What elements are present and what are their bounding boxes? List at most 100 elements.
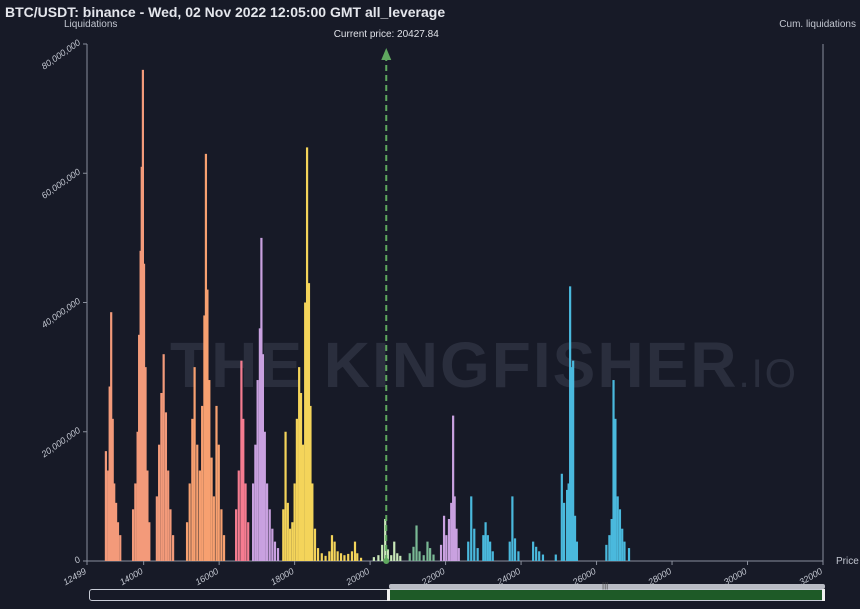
- current-price-marker: [383, 558, 390, 564]
- liquidation-bar: [204, 153, 208, 562]
- liquidation-bar: [256, 380, 259, 561]
- liquidation-bar: [144, 367, 147, 562]
- liquidation-bar: [450, 502, 453, 561]
- liquidation-bar: [273, 541, 277, 561]
- liquidation-bar: [139, 250, 142, 562]
- liquidation-bar: [158, 444, 161, 561]
- liquidation-bar: [350, 551, 354, 561]
- navigator-handle-right[interactable]: [822, 589, 825, 601]
- liquidation-bar: [612, 380, 615, 561]
- liquidation-bar: [271, 528, 274, 561]
- liquidation-bar: [343, 555, 346, 561]
- liquidation-bar: [339, 553, 343, 561]
- liquidation-bar: [265, 483, 269, 561]
- liquidation-bar: [381, 544, 384, 561]
- y-tick-label: 0: [72, 554, 82, 565]
- liquidation-bar: [418, 551, 421, 561]
- liquidation-bar: [328, 551, 331, 561]
- liquidation-bar: [309, 405, 312, 561]
- liquidation-bar: [517, 551, 520, 561]
- liquidation-bar: [566, 489, 569, 561]
- liquidation-bar: [293, 483, 296, 561]
- liquidation-bar: [415, 525, 418, 561]
- liquidation-bar: [426, 541, 429, 561]
- liquidation-bar: [377, 555, 380, 561]
- liquidation-bar: [347, 553, 350, 561]
- chart-title: BTC/USDT: binance - Wed, 02 Nov 2022 12:…: [5, 4, 446, 20]
- liquidation-bar: [191, 418, 194, 561]
- liquidation-bar: [268, 509, 271, 561]
- liquidation-bar: [212, 496, 215, 562]
- liquidation-bar: [258, 328, 261, 561]
- liquidation-bar: [616, 496, 619, 562]
- liquidation-bar: [570, 367, 573, 562]
- liquidation-bar: [608, 535, 611, 561]
- liquidation-bar: [138, 334, 141, 561]
- liquidation-bar: [532, 541, 535, 561]
- navigator-window[interactable]: [389, 589, 825, 601]
- x-tick-label: 14000: [118, 566, 145, 587]
- liquidation-bar: [136, 431, 139, 561]
- liquidation-bar: [288, 528, 292, 561]
- liquidation-bar: [445, 535, 448, 561]
- liquidation-bar: [108, 386, 111, 561]
- liquidation-bar: [104, 451, 108, 561]
- navigator-handle-left[interactable]: [387, 589, 390, 601]
- liquidation-bar: [217, 444, 220, 561]
- liquidation-bar: [330, 535, 334, 561]
- liquidation-bar: [242, 418, 245, 561]
- liquidation-bar: [384, 518, 387, 561]
- liquidation-bar: [316, 548, 320, 561]
- liquidation-bar: [473, 528, 476, 561]
- liquidation-bar: [569, 286, 572, 561]
- liquidation-bar: [572, 360, 575, 561]
- x-tick-label: 20000: [344, 566, 372, 588]
- liquidation-bar: [111, 418, 114, 561]
- liquidation-bar: [254, 444, 257, 561]
- liquidation-bar: [311, 483, 314, 561]
- liquidation-bar: [235, 509, 238, 561]
- liquidation-bar: [142, 263, 146, 561]
- liquidation-bar: [276, 548, 280, 561]
- navigator-grip[interactable]: |||: [602, 581, 609, 590]
- current-price-label: Current price: 20427.84: [334, 29, 440, 40]
- liquidation-bar: [140, 166, 143, 562]
- liquidation-bar: [614, 418, 617, 561]
- liquidation-bar: [146, 470, 149, 561]
- navigator-scrollbar[interactable]: [389, 584, 825, 589]
- liquidation-bar: [261, 354, 265, 561]
- liquidation-bar: [282, 509, 285, 561]
- x-axis-title: Price: [836, 556, 859, 567]
- y2-axis-title: Cum. liquidations: [779, 19, 856, 30]
- liquidation-bar: [467, 541, 470, 561]
- liquidation-bar: [260, 237, 263, 562]
- liquidation-bar: [169, 509, 172, 561]
- liquidation-bar: [286, 502, 289, 561]
- liquidation-bar: [313, 528, 317, 561]
- liquidation-bar: [393, 541, 396, 561]
- liquidation-bar: [193, 367, 196, 562]
- liquidation-bar: [307, 283, 311, 561]
- x-tick-label: 18000: [269, 566, 296, 587]
- liquidation-bar: [220, 509, 223, 561]
- liquidation-bar: [116, 522, 120, 561]
- liquidation-bar: [247, 522, 250, 561]
- liquidation-bar: [573, 515, 577, 561]
- liquidation-bar: [244, 483, 247, 561]
- liquidation-bar: [562, 502, 566, 561]
- y-tick-label: 60,000,000: [40, 167, 83, 201]
- liquidation-bar: [171, 535, 175, 561]
- liquidation-bar: [237, 470, 240, 561]
- liquidation-bar: [511, 496, 514, 562]
- liquidation-bar: [141, 69, 144, 561]
- liquidation-bar: [429, 548, 432, 561]
- liquidation-bar: [353, 541, 357, 561]
- liquidation-bar: [452, 415, 455, 561]
- liquidation-bar: [222, 535, 226, 561]
- liquidation-bar: [575, 541, 579, 561]
- liquidation-bar: [627, 548, 631, 561]
- liquidation-bar: [134, 483, 137, 561]
- liquidation-bar: [567, 483, 570, 561]
- liquidation-bar: [263, 431, 266, 561]
